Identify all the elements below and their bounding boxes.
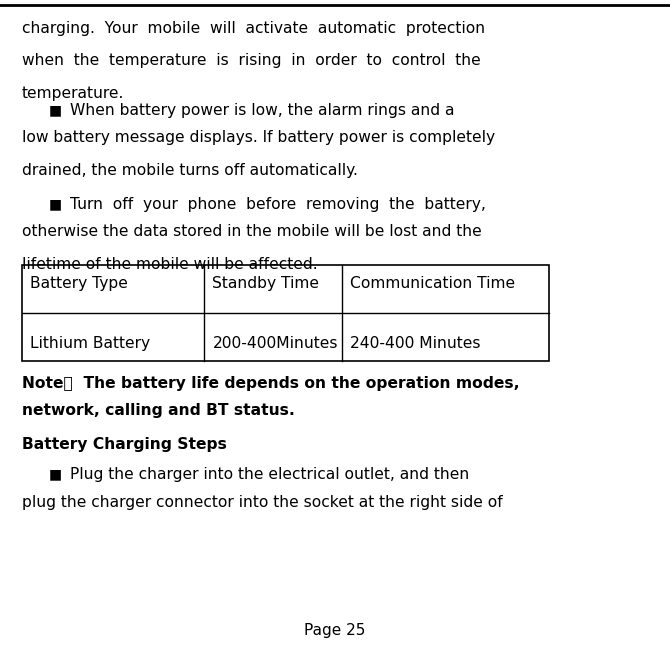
Text: Communication Time: Communication Time [350,276,515,291]
Text: low battery message displays. If battery power is completely: low battery message displays. If battery… [22,130,495,145]
Text: Plug the charger into the electrical outlet, and then: Plug the charger into the electrical out… [70,467,470,482]
Text: Standby Time: Standby Time [212,276,320,291]
Text: when  the  temperature  is  rising  in  order  to  control  the: when the temperature is rising in order … [22,53,481,68]
Text: Page 25: Page 25 [304,623,366,638]
Text: lifetime of the mobile will be affected.: lifetime of the mobile will be affected. [22,257,318,272]
Text: Turn  off  your  phone  before  removing  the  battery,: Turn off your phone before removing the … [70,197,486,212]
Text: network, calling and BT status.: network, calling and BT status. [22,403,295,418]
Text: ■: ■ [49,103,62,117]
Text: charging.  Your  mobile  will  activate  automatic  protection: charging. Your mobile will activate auto… [22,21,485,36]
Text: otherwise the data stored in the mobile will be lost and the: otherwise the data stored in the mobile … [22,224,482,239]
Text: Lithium Battery: Lithium Battery [30,336,150,351]
Text: ■: ■ [49,467,62,481]
Text: Battery Type: Battery Type [30,276,128,291]
Text: 200-400Minutes: 200-400Minutes [212,336,338,351]
Bar [22,265,549,361]
Text: Battery Charging Steps: Battery Charging Steps [22,437,227,452]
Text: drained, the mobile turns off automatically.: drained, the mobile turns off automatica… [22,163,358,178]
Text: temperature.: temperature. [22,86,125,101]
Text: plug the charger connector into the socket at the right side of: plug the charger connector into the sock… [22,495,503,510]
Text: When battery power is low, the alarm rings and a: When battery power is low, the alarm rin… [70,103,455,118]
Text: 240-400 Minutes: 240-400 Minutes [350,336,480,351]
Text: ■: ■ [49,197,62,211]
Text: Note：  The battery life depends on the operation modes,: Note： The battery life depends on the op… [22,376,520,391]
